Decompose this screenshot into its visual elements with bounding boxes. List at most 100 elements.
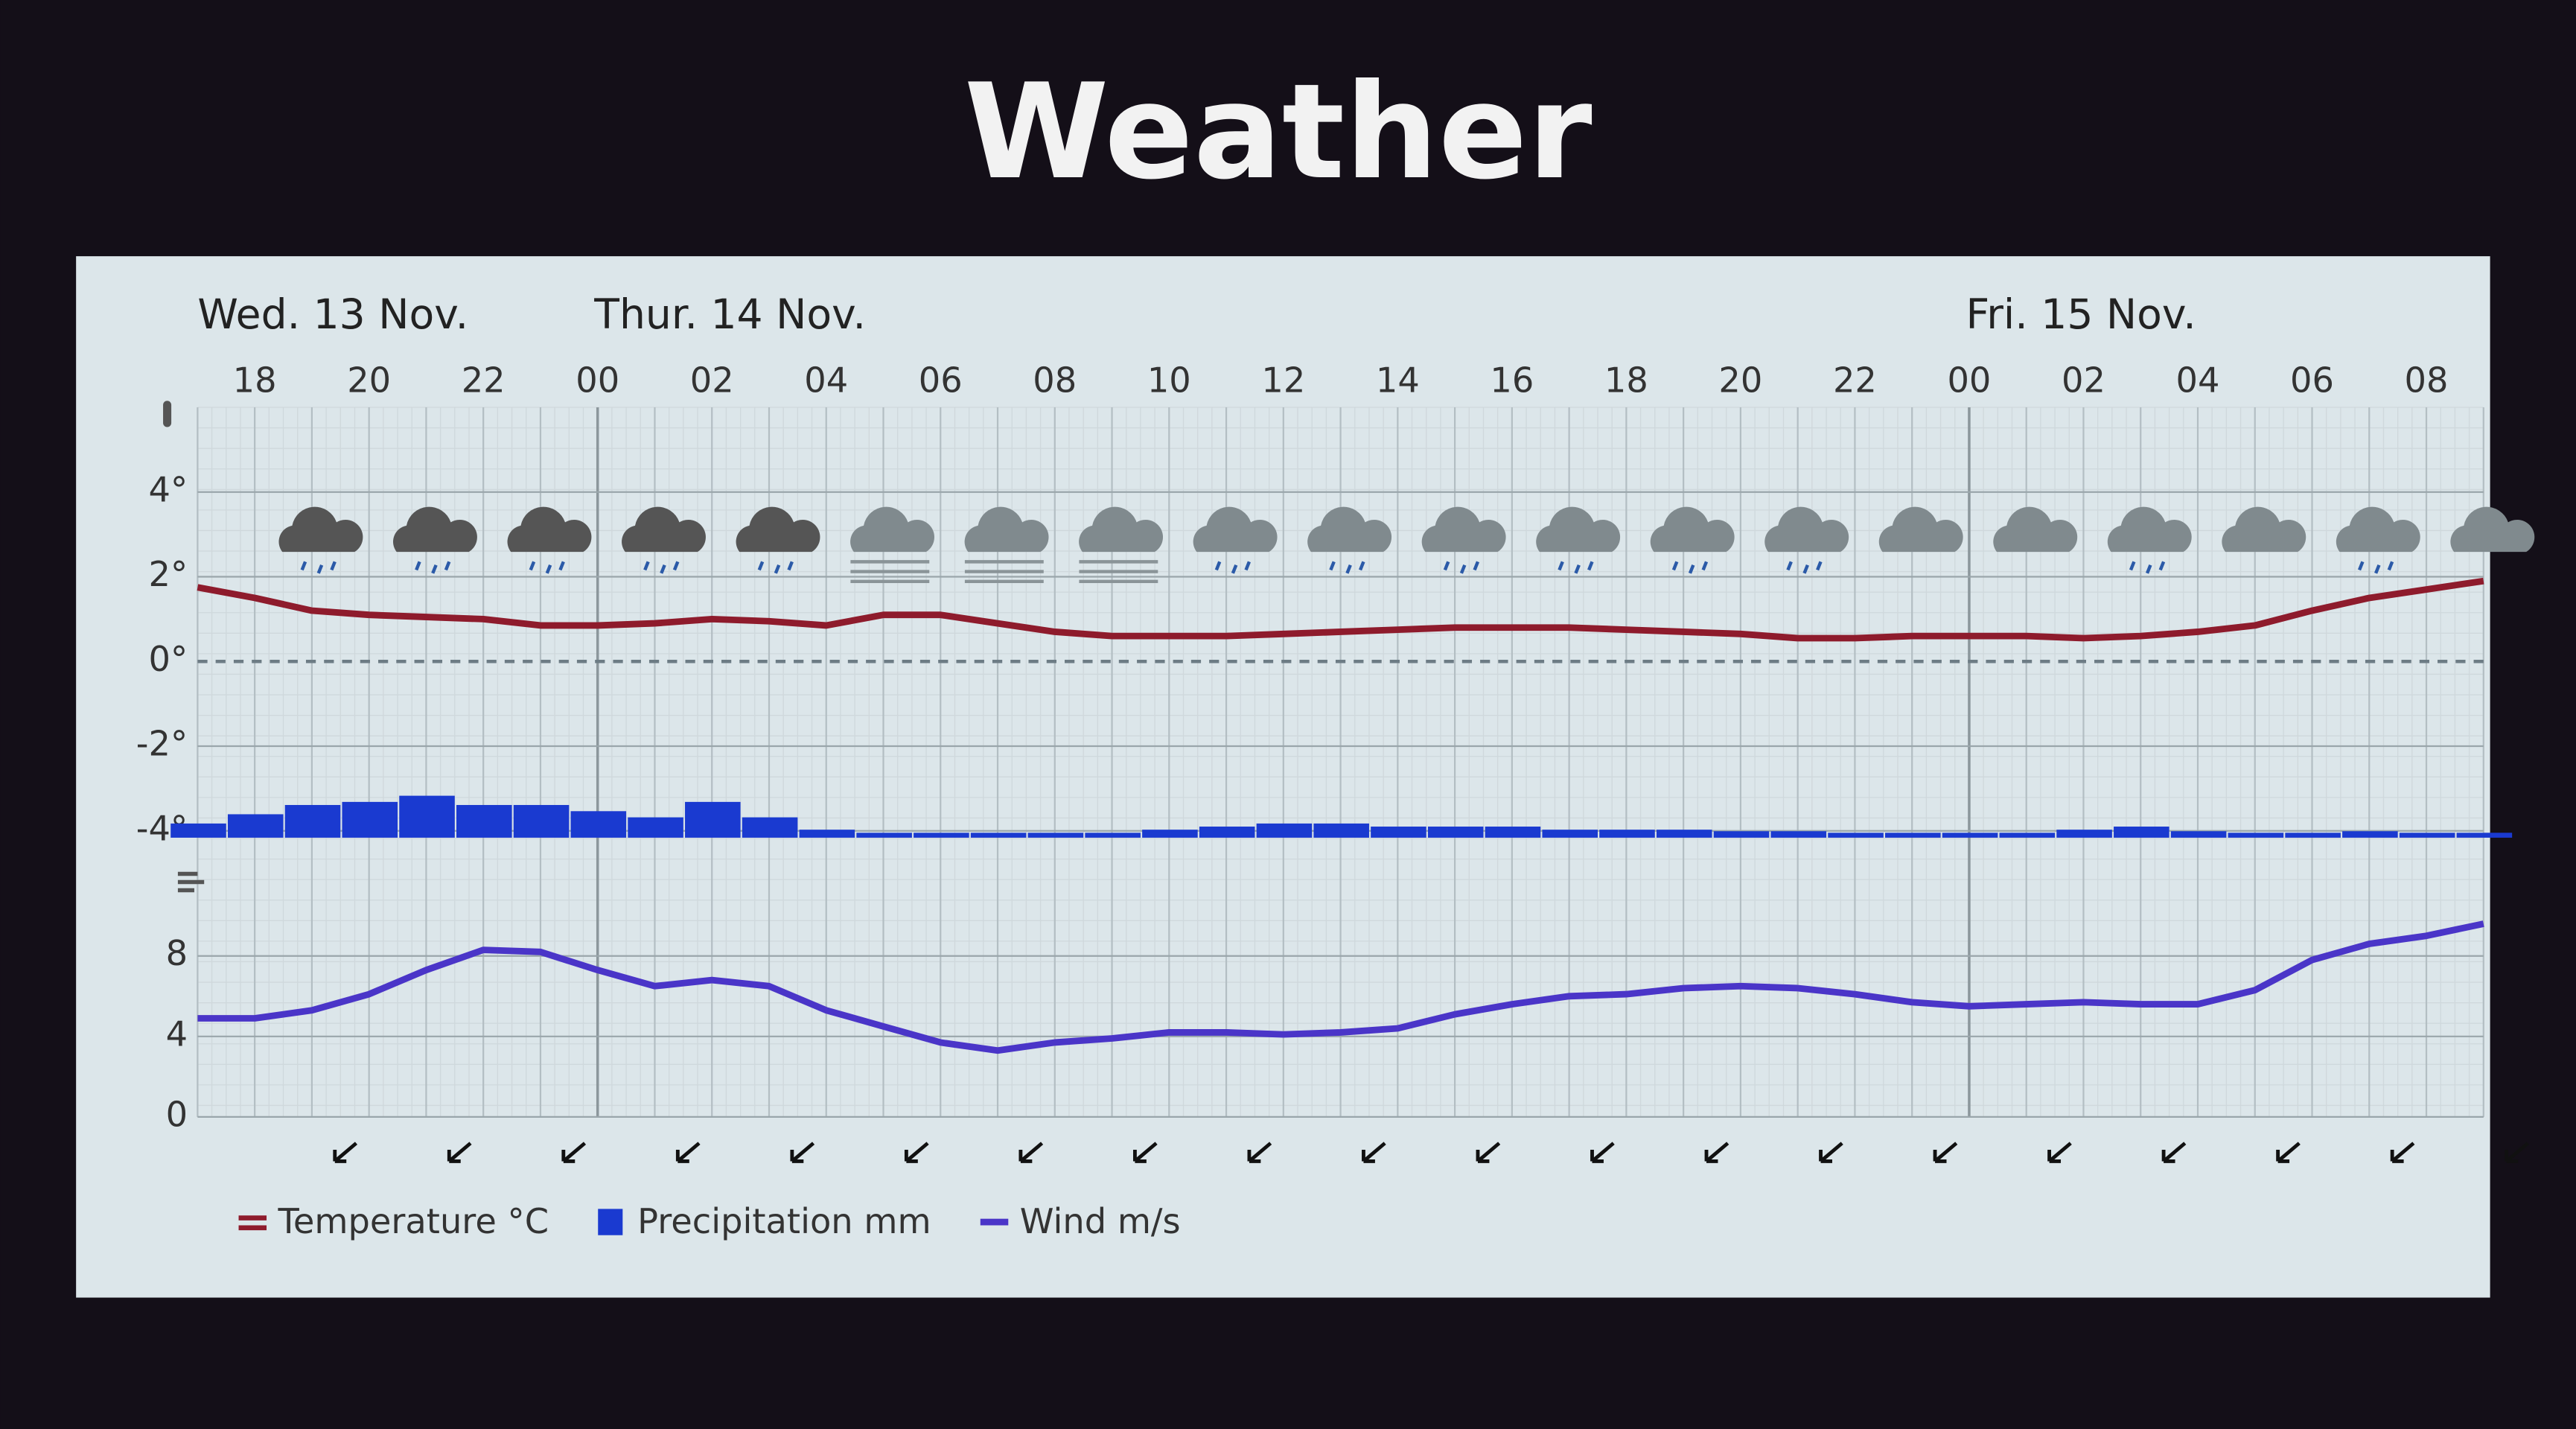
rain-drops (1786, 561, 1823, 574)
legend-swatch (238, 1215, 267, 1220)
precipitation-bar (2056, 830, 2112, 838)
precipitation-bar (1999, 833, 2056, 838)
precipitation-bar (2114, 827, 2169, 838)
precipitation-bar (1199, 827, 1255, 838)
precipitation-bar (399, 795, 455, 838)
weather-icon (1421, 506, 1506, 553)
y-tick-label: 4 (166, 1013, 188, 1054)
weather-icon (1307, 506, 1392, 553)
x-tick-label: 02 (2062, 360, 2105, 400)
precipitation-bar (1256, 823, 1313, 838)
wind-arrow (2161, 1142, 2187, 1163)
precipitation-bar (342, 801, 398, 838)
precipitation-bar (1027, 833, 1084, 838)
day-label: Wed. 13 Nov. (197, 291, 468, 339)
fog-lines (964, 560, 1044, 584)
precipitation-bar (284, 805, 341, 838)
wind-arrow (1132, 1142, 1158, 1163)
precipitation-bar (1485, 827, 1541, 838)
weather-icon (278, 506, 363, 553)
x-tick-label: 18 (233, 360, 277, 400)
legend-swatch (238, 1225, 267, 1231)
precipitation-bar (742, 817, 798, 838)
precipitation-bar (1828, 833, 1884, 838)
weather-icon (507, 506, 592, 553)
rain-drops (643, 561, 680, 574)
rain-drops (1671, 561, 1709, 574)
x-tick-label: 00 (576, 360, 619, 400)
x-tick-label: 20 (347, 360, 391, 400)
rain-drops (415, 561, 451, 574)
weather-icon (1193, 506, 1278, 553)
weather-icon (2450, 506, 2535, 553)
wind-arrow (1476, 1142, 1501, 1163)
weather-icon (1079, 506, 1164, 553)
weather-icon (622, 506, 706, 553)
precipitation-bar (1371, 827, 1426, 838)
wind-arrow (2390, 1142, 2415, 1163)
y-tick-label: -2° (136, 724, 188, 764)
precipitation-bar (1656, 830, 1712, 838)
wind-arrow (561, 1142, 587, 1163)
precipitation-bar (1942, 833, 1998, 838)
precipitation-bar (856, 833, 912, 838)
precipitation-bar (1885, 833, 1941, 838)
weather-icon (393, 506, 477, 553)
x-tick-label: 12 (1261, 360, 1305, 400)
weather-icon (2107, 506, 2192, 553)
wind-icon (177, 871, 205, 893)
precipitation-bar (2399, 833, 2455, 838)
x-tick-label: 10 (1147, 360, 1191, 400)
precipitation-bar (2456, 833, 2513, 838)
x-tick-label: 06 (919, 360, 963, 400)
x-tick-label: 08 (2405, 360, 2449, 400)
y-tick-label: 0 (166, 1094, 188, 1134)
wind-arrow (333, 1142, 358, 1163)
rain-drops (757, 561, 794, 574)
wind-arrow (1819, 1142, 1843, 1163)
weather-icon (1650, 506, 1735, 553)
wind-arrow (1018, 1142, 1044, 1163)
precipitation-bar (1770, 831, 1827, 838)
x-tick-label: 22 (1833, 360, 1877, 400)
page-title: Weather (964, 55, 1593, 209)
weather-icon (1993, 506, 2078, 553)
precipitation-bar (628, 817, 683, 838)
series-line (197, 577, 2484, 642)
day-label: Thur. 14 Nov. (593, 291, 866, 339)
x-tick-label: 22 (462, 360, 506, 400)
series-line (197, 920, 2484, 1054)
weather-icon (1764, 506, 1849, 553)
weather-icon (1878, 506, 1963, 553)
wind-arrow (904, 1142, 929, 1163)
precipitation-bar (1085, 833, 1141, 838)
wind-arrow (2505, 1142, 2529, 1163)
wind-arrow (1933, 1142, 1958, 1163)
rain-drops (1329, 561, 1365, 574)
precipitation-bar (914, 833, 969, 838)
x-tick-label: 16 (1490, 360, 1534, 400)
x-tick-label: 04 (2176, 360, 2220, 400)
rain-drops (300, 561, 337, 574)
precipitation-bar (1427, 827, 1484, 838)
weather-icon (964, 506, 1049, 553)
x-tick-label: 02 (690, 360, 734, 400)
x-tick-label: 14 (1376, 360, 1420, 400)
precipitation-bar (2228, 833, 2284, 838)
x-tick-label: 06 (2290, 360, 2334, 400)
legend-label: Temperature °C (277, 1201, 549, 1241)
rain-drops (1558, 561, 1594, 574)
precipitation-bar (227, 814, 284, 838)
precipitation-bar (685, 801, 741, 838)
wind-arrow (1704, 1142, 1729, 1163)
legend-swatch (598, 1209, 623, 1235)
rain-drops (1214, 561, 1251, 574)
precipitation-bar (513, 805, 570, 838)
rain-drops (2129, 561, 2166, 574)
wind-arrow (675, 1142, 701, 1163)
weather-icon (1536, 506, 1621, 553)
x-tick-label: 08 (1033, 360, 1077, 400)
weather-icon (850, 506, 934, 553)
wind-arrow (2276, 1142, 2301, 1163)
weather-icon (2336, 506, 2420, 553)
